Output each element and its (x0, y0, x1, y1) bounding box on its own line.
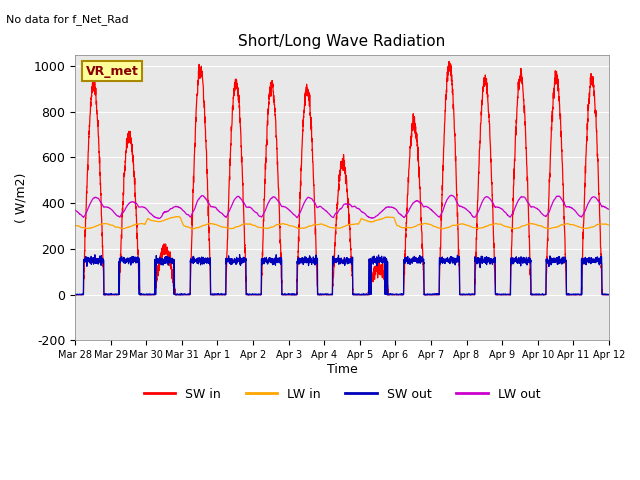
SW out (605, 292, 612, 298)
Line: LW in: LW in (75, 216, 609, 229)
LW out (221, 213, 228, 219)
LW in (173, 214, 180, 219)
SW in (445, 59, 453, 64)
X-axis label: Time: Time (326, 363, 357, 376)
Line: LW out: LW out (75, 195, 609, 218)
Text: VR_met: VR_met (86, 64, 139, 78)
LW in (186, 225, 193, 230)
SW out (394, 291, 402, 297)
SW out (186, 292, 193, 298)
Line: SW out: SW out (75, 254, 609, 295)
LW in (189, 226, 196, 232)
SW in (186, 292, 193, 298)
LW out (394, 209, 402, 215)
LW in (404, 225, 412, 230)
LW out (403, 210, 411, 216)
SW in (403, 204, 411, 209)
SW in (605, 292, 612, 298)
Legend: SW in, LW in, SW out, LW out: SW in, LW in, SW out, LW out (139, 383, 545, 406)
SW in (605, 292, 612, 298)
LW in (394, 223, 402, 228)
SW out (554, 254, 562, 260)
SW out (71, 291, 79, 297)
LW in (221, 224, 228, 230)
Y-axis label: ( W/m2): ( W/m2) (15, 172, 28, 223)
SW out (605, 292, 612, 298)
Line: SW in: SW in (75, 61, 609, 295)
Text: No data for f_Net_Rad: No data for f_Net_Rad (6, 14, 129, 25)
SW in (71, 292, 79, 298)
LW out (186, 213, 193, 219)
LW out (71, 207, 79, 213)
Title: Short/Long Wave Radiation: Short/Long Wave Radiation (238, 34, 445, 49)
LW in (554, 224, 562, 229)
LW in (71, 223, 79, 228)
SW in (394, 292, 402, 298)
SW out (404, 258, 412, 264)
LW out (156, 216, 163, 221)
SW out (221, 292, 228, 298)
SW in (220, 292, 228, 298)
LW out (447, 192, 455, 198)
LW in (605, 222, 612, 228)
LW in (605, 222, 612, 228)
LW out (605, 206, 612, 212)
LW out (554, 193, 562, 199)
SW out (73, 292, 81, 298)
LW out (605, 206, 612, 212)
SW out (236, 252, 243, 257)
SW in (554, 86, 562, 92)
